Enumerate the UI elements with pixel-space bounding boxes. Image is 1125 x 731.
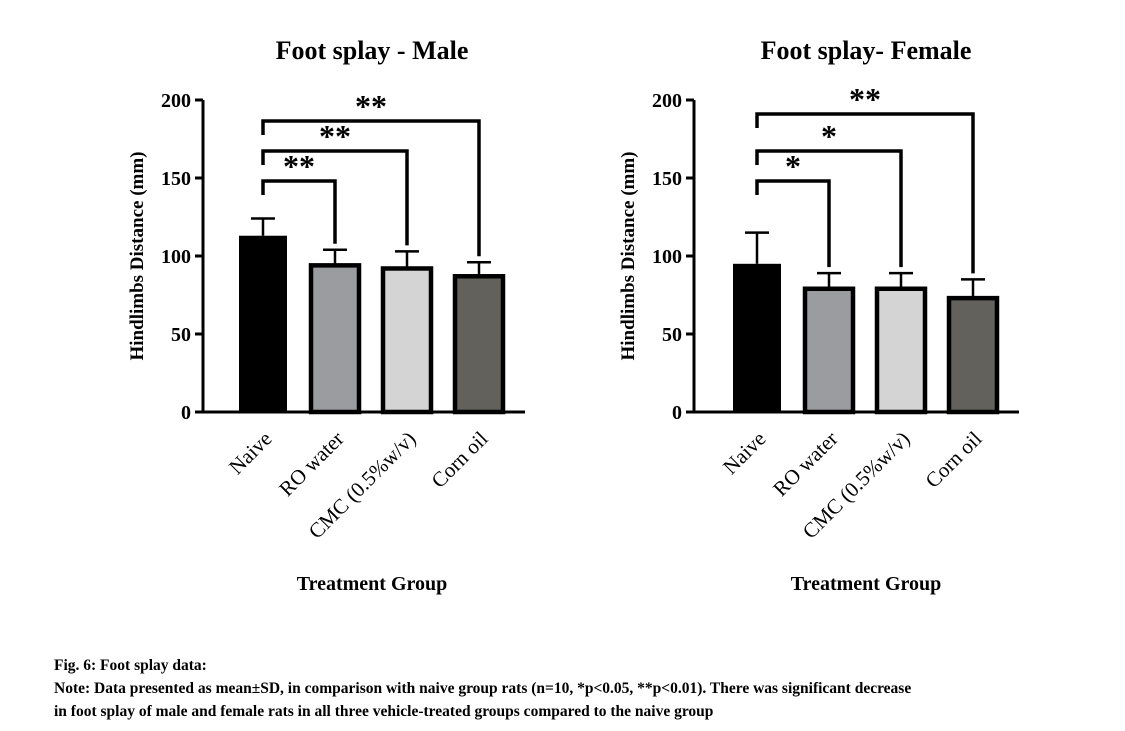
x-tick-label-corn-oil: Corn oil (920, 426, 986, 492)
x-axis-label: Treatment Group (297, 573, 448, 595)
bar-naive (239, 235, 287, 412)
bar-ro-water (802, 286, 856, 415)
caption-title: Fig. 6: Foot splay data: (54, 657, 207, 674)
y-tick-label: 150 (652, 168, 682, 190)
x-tick-label-naive: Naive (718, 427, 770, 479)
y-tick-label: 200 (652, 90, 682, 112)
bar-cmc-0-5-w-v (874, 286, 928, 415)
x-tick-label-ro-water: RO water (768, 427, 842, 501)
significance-bracket-cmc-0-5-w-v (261, 149, 409, 246)
x-axis-label: Treatment Group (791, 573, 942, 595)
caption-note-line-1: Note: Data presented as mean±SD, in comp… (54, 680, 912, 697)
x-tick-label-naive: Naive (224, 427, 276, 479)
significance-label-corn-oil: ** (355, 88, 387, 124)
significance-label-cmc-0-5-w-v: * (821, 118, 837, 154)
x-tick-label-corn-oil: Corn oil (426, 426, 492, 492)
chart-panel-1: Foot splay - Male 0 50 100 150 200 Hindlimbs D… (127, 36, 525, 595)
figure: Foot splay - Male 0 50 100 150 200 Hindlimbs D… (127, 36, 1019, 595)
figure-caption: Fig. 6: Foot splay data: Note: Data pres… (54, 654, 1114, 723)
significance-label-ro-water: * (785, 148, 801, 184)
y-tick-label: 0 (181, 402, 191, 424)
bar-corn-oil (452, 274, 506, 415)
significance-bracket-ro-water (755, 179, 831, 268)
significance-label-ro-water: ** (283, 148, 315, 184)
x-tick-label-ro-water: RO water (274, 427, 348, 501)
y-axis-label: Hindlimbs Distance (mm) (127, 152, 148, 361)
y-tick-label: 0 (672, 402, 682, 424)
significance-label-corn-oil: ** (849, 81, 881, 117)
significance-bracket-corn-oil (755, 112, 975, 274)
y-axis-label: Hindlimbs Distance (mm) (618, 152, 639, 361)
y-tick-label: 150 (161, 168, 191, 190)
y-tick-label: 100 (652, 246, 682, 268)
bar-ro-water (308, 263, 362, 415)
y-tick-label: 50 (171, 324, 191, 346)
y-tick-label: 200 (161, 90, 191, 112)
significance-bracket-ro-water (261, 179, 337, 244)
significance-label-cmc-0-5-w-v: ** (319, 118, 351, 154)
bar-naive (733, 263, 781, 412)
chart-panel-2: Foot splay- Female 0 50 100 150 200 Hindlimbs … (618, 36, 1019, 595)
y-tick-label: 50 (662, 324, 682, 346)
bar-cmc-0-5-w-v (380, 266, 434, 415)
chart-title: Foot splay - Male (276, 36, 469, 65)
y-tick-label: 100 (161, 246, 191, 268)
significance-bracket-cmc-0-5-w-v (755, 149, 903, 268)
caption-note-line-2: in foot splay of male and female rats in… (54, 703, 714, 720)
significance-bracket-corn-oil (261, 119, 481, 257)
chart-title: Foot splay- Female (761, 36, 972, 65)
bar-corn-oil (946, 295, 1000, 415)
